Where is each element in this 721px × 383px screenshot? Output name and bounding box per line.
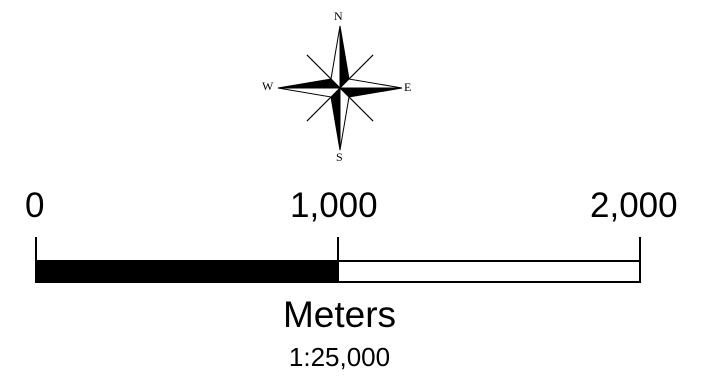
compass-major-points — [277, 25, 403, 151]
scale-bar — [35, 237, 641, 283]
scale-bar-segment-1 — [337, 260, 641, 283]
compass-south-label: S — [336, 150, 343, 164]
scale-tick-label-2000: 2,000 — [590, 186, 678, 225]
compass-east-label: E — [404, 80, 412, 94]
north-arrow-icon — [277, 25, 403, 151]
scale-tick-label-0: 0 — [25, 186, 45, 225]
compass-north-label: N — [334, 9, 343, 23]
scale-bar-segment-0 — [35, 260, 339, 283]
compass-minor-points — [306, 54, 374, 122]
compass-west-label: W — [262, 79, 274, 93]
scale-ratio-label: 1:25,000 — [288, 342, 391, 372]
scale-tick-label-1000: 1,000 — [290, 186, 378, 225]
scale-units-label: Meters — [282, 294, 397, 335]
